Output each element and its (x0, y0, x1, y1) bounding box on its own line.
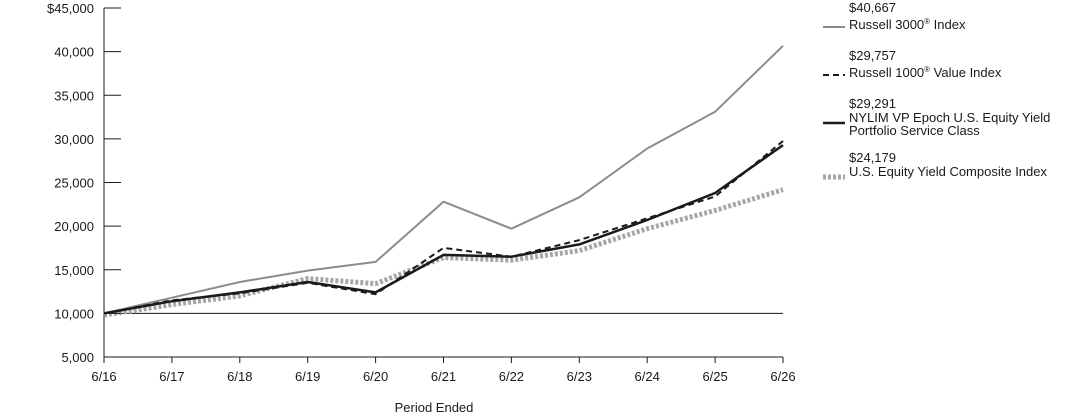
x-tick-label: 6/16 (91, 369, 116, 384)
y-tick-label: 30,000 (54, 132, 94, 147)
legend-item-nylim-portfolio: $29,291 NYLIM VP Epoch U.S. Equity Yield… (823, 96, 1088, 150)
legend-swatch (823, 114, 845, 125)
y-tick-label: 5,000 (61, 350, 94, 365)
x-tick-label: 6/18 (227, 369, 252, 384)
legend-item-russell-1000-value: $29,757 Russell 1000® Value Index (823, 48, 1088, 96)
legend-series-name: Russell 1000® Value Index (849, 65, 1002, 80)
series-line-0 (103, 45, 784, 315)
y-tick-label: 35,000 (54, 88, 94, 103)
x-tick-label: 6/25 (702, 369, 727, 384)
legend-swatch (823, 18, 845, 28)
y-tick-label: 20,000 (54, 219, 94, 234)
x-tick-label: 6/20 (363, 369, 388, 384)
legend-end-value: $40,667 (849, 0, 896, 15)
legend-series-name: NYLIM VP Epoch U.S. Equity Yield Portfol… (849, 110, 1051, 138)
y-tick-label: 25,000 (54, 176, 94, 191)
x-tick-label: 6/21 (431, 369, 456, 384)
legend-item-russell-3000: $40,667 Russell 3000® Index (823, 0, 1088, 48)
legend-end-value: $29,291 (849, 96, 896, 111)
series-line-2 (103, 144, 784, 315)
x-tick-label: 6/22 (499, 369, 524, 384)
y-tick-label: 40,000 (54, 45, 94, 60)
legend-swatch (823, 168, 845, 180)
legend-series-name: U.S. Equity Yield Composite Index (849, 164, 1047, 179)
x-tick-label: 6/24 (635, 369, 660, 384)
legend-series-name: Russell 3000® Index (849, 17, 966, 32)
x-tick-label: 6/26 (770, 369, 795, 384)
y-tick-label: $45,000 (47, 1, 94, 16)
series-line-1 (103, 140, 784, 315)
legend-end-value: $29,757 (849, 48, 896, 63)
legend-swatch (823, 66, 845, 76)
legend-item-composite-index: $24,179 U.S. Equity Yield Composite Inde… (823, 150, 1088, 198)
legend-end-value: $24,179 (849, 150, 896, 165)
x-tick-label: 6/23 (567, 369, 592, 384)
x-tick-label: 6/17 (159, 369, 184, 384)
x-tick-label: 6/19 (295, 369, 320, 384)
y-tick-label: 15,000 (54, 263, 94, 278)
legend: $40,667 Russell 3000® Index $29,757 Russ… (823, 0, 1088, 198)
y-tick-label: 10,000 (54, 306, 94, 321)
x-axis-title: Period Ended (395, 400, 474, 415)
